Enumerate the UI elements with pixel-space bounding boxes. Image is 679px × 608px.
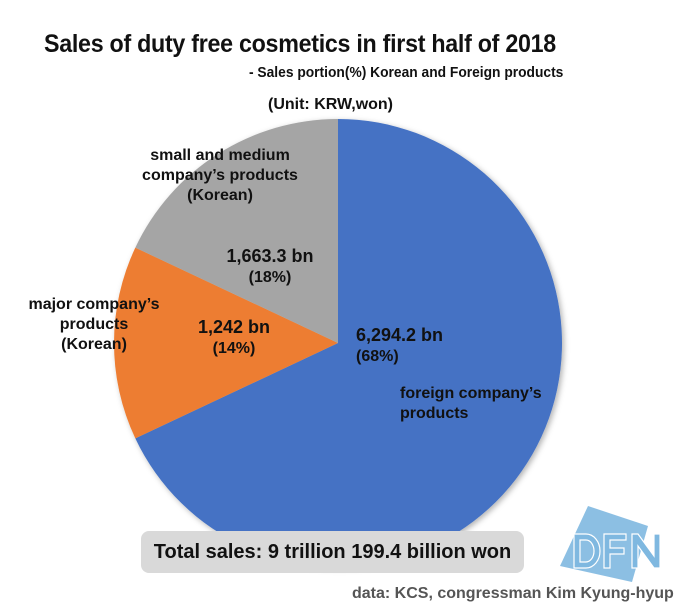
value-text: 1,242 bn [197, 317, 271, 337]
label-major: major company’s products (Korean) [10, 295, 178, 355]
pie-slice-0 [135, 119, 563, 567]
percent-text: (14%) [212, 340, 256, 357]
unit-label: (Unit: KRW,won) [268, 96, 394, 113]
value-small-medium: 1,663.3 bn (18%) [205, 245, 335, 289]
pie-slice-1 [113, 247, 338, 439]
value-text: 1,663.3 bn [226, 246, 314, 266]
label-line: major company’s [28, 296, 160, 313]
chart-subtitle: - Sales portion(%) Korean and Foreign pr… [249, 64, 564, 81]
source-note: data: KCS, congressman Kim Kyung-hyup [352, 585, 674, 602]
value-major: 1,242 bn (14%) [182, 316, 286, 360]
label-line: (Korean) [187, 187, 253, 204]
chart-title: Sales of duty free cosmetics in first ha… [44, 30, 556, 58]
label-line: company’s products [142, 167, 298, 184]
label-line: products [59, 316, 129, 333]
label-line: small and medium [150, 147, 290, 164]
value-foreign: 6,294.2 bn (68%) [356, 324, 443, 368]
percent-text: (68%) [356, 348, 399, 365]
label-line: products [400, 405, 469, 422]
pie-slice-2 [135, 119, 338, 343]
dfn-logo [560, 506, 661, 582]
percent-text: (18%) [248, 269, 292, 286]
label-small-medium: small and medium company’s products (Kor… [120, 146, 320, 206]
total-sales-box: Total sales: 9 trillion 199.4 billion wo… [141, 531, 524, 573]
label-foreign: foreign company’s products [400, 384, 542, 424]
label-line: (Korean) [61, 336, 127, 353]
value-text: 6,294.2 bn [356, 325, 444, 345]
label-line: foreign company’s [400, 385, 542, 402]
